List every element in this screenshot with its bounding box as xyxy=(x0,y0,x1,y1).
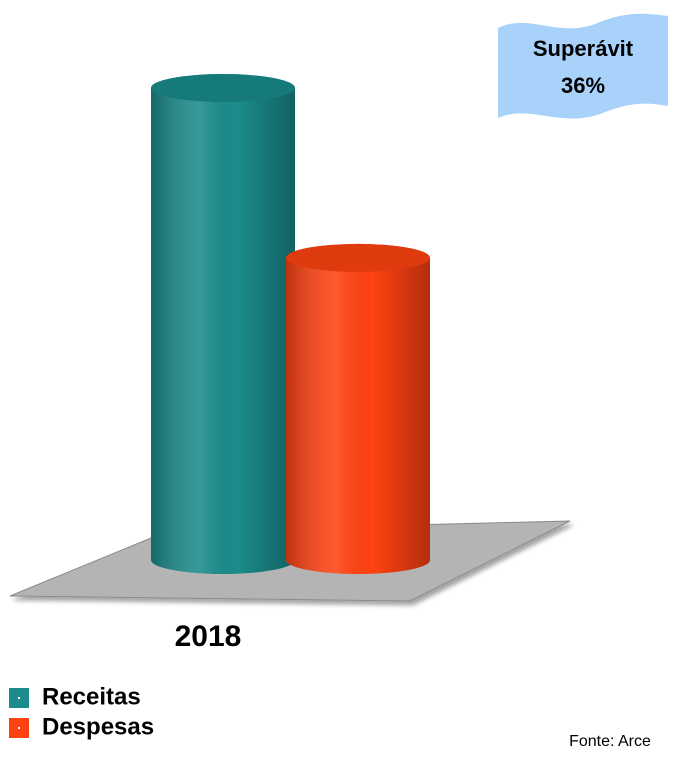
annotation-line: Superávit xyxy=(533,36,634,61)
source: Fonte: Arce xyxy=(569,733,651,750)
bar-top xyxy=(286,243,430,272)
bars xyxy=(151,74,430,574)
bar-top-shade xyxy=(286,243,430,272)
annotation-banner xyxy=(498,13,668,119)
bar-shade xyxy=(286,243,430,574)
legend: Receitas Despesas xyxy=(9,683,154,740)
legend-label: Despesas xyxy=(42,713,154,740)
legend-swatch-dot xyxy=(18,727,20,729)
legend-swatch-dot xyxy=(18,697,20,699)
bar-top xyxy=(151,74,295,102)
bar-shade xyxy=(151,74,295,574)
x-tick-label: 2018 xyxy=(175,620,242,653)
legend-label: Receitas xyxy=(42,683,141,710)
annotation-line: 36% xyxy=(561,73,605,98)
bar-top-shade xyxy=(151,74,295,102)
